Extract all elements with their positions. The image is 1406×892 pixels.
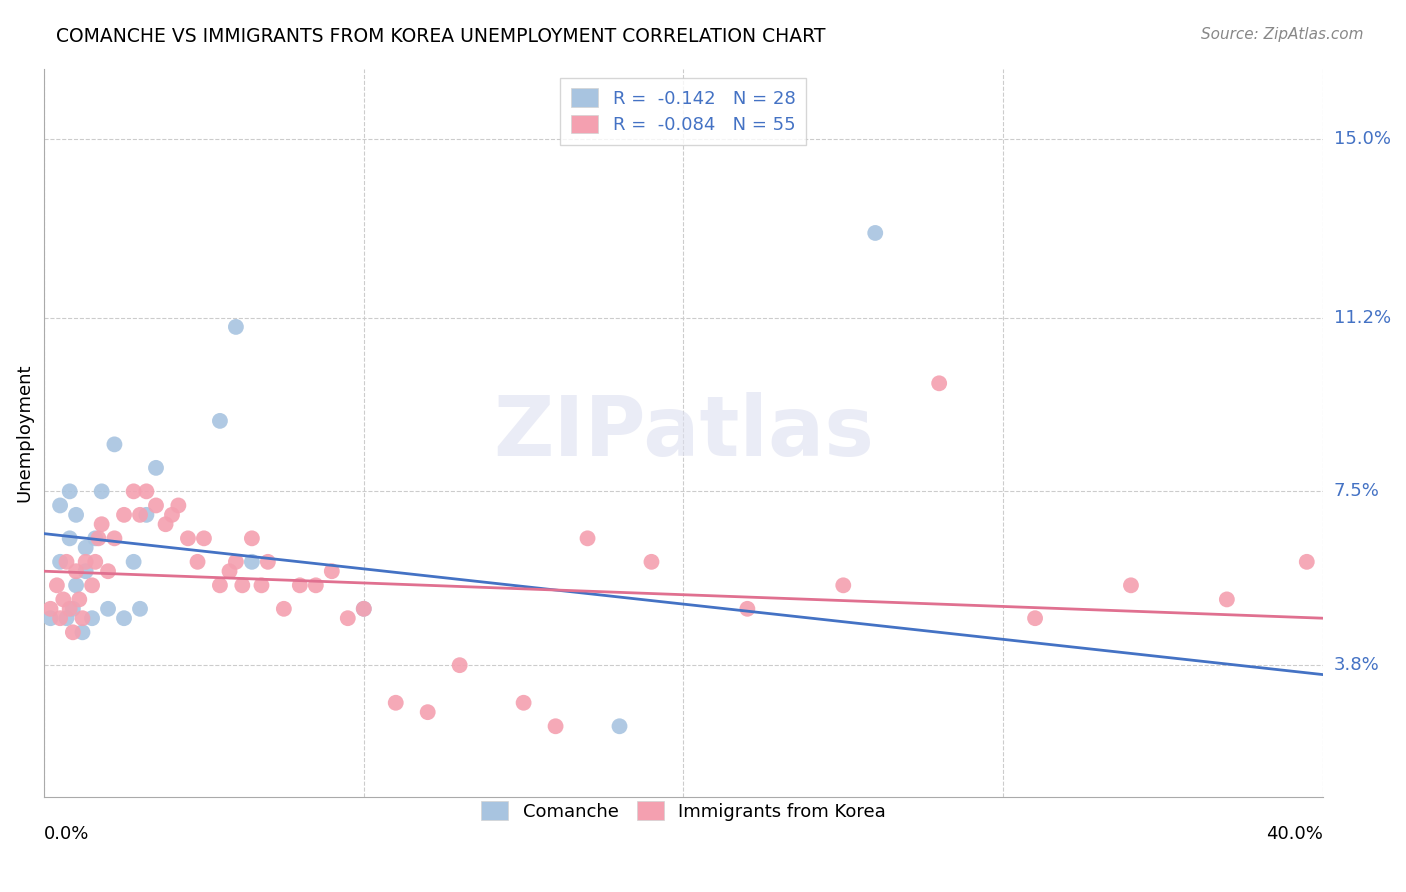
- Point: [62, 625, 84, 640]
- Point: [103, 437, 125, 451]
- Point: [177, 532, 200, 546]
- Point: [1216, 592, 1239, 607]
- Y-axis label: Unemployment: Unemployment: [15, 363, 32, 502]
- Point: [353, 602, 375, 616]
- Point: [416, 705, 439, 719]
- Point: [97, 602, 120, 616]
- Point: [1119, 578, 1142, 592]
- Point: [84, 555, 107, 569]
- Text: 40.0%: 40.0%: [1265, 825, 1323, 843]
- Point: [49, 611, 72, 625]
- Point: [49, 499, 72, 513]
- Point: [208, 578, 231, 592]
- Point: [135, 484, 157, 499]
- Point: [45, 578, 67, 592]
- Point: [257, 555, 280, 569]
- Point: [231, 578, 253, 592]
- Point: [97, 564, 120, 578]
- Point: [72, 611, 94, 625]
- Text: 0.0%: 0.0%: [44, 825, 90, 843]
- Point: [288, 578, 311, 592]
- Point: [112, 611, 135, 625]
- Point: [129, 602, 152, 616]
- Point: [62, 602, 84, 616]
- Point: [384, 696, 406, 710]
- Text: COMANCHE VS IMMIGRANTS FROM KOREA UNEMPLOYMENT CORRELATION CHART: COMANCHE VS IMMIGRANTS FROM KOREA UNEMPL…: [56, 27, 825, 45]
- Point: [39, 611, 62, 625]
- Point: [80, 578, 103, 592]
- Point: [65, 578, 87, 592]
- Point: [218, 564, 240, 578]
- Point: [52, 592, 75, 607]
- Point: [737, 602, 759, 616]
- Point: [1295, 555, 1317, 569]
- Point: [193, 532, 215, 546]
- Point: [609, 719, 631, 733]
- Text: Source: ZipAtlas.com: Source: ZipAtlas.com: [1201, 27, 1364, 42]
- Point: [59, 602, 82, 616]
- Point: [75, 564, 97, 578]
- Point: [155, 517, 177, 532]
- Point: [84, 532, 107, 546]
- Point: [576, 532, 599, 546]
- Point: [59, 532, 82, 546]
- Point: [72, 625, 94, 640]
- Point: [145, 461, 167, 475]
- Point: [65, 564, 87, 578]
- Point: [273, 602, 295, 616]
- Point: [65, 508, 87, 522]
- Point: [512, 696, 534, 710]
- Point: [145, 499, 167, 513]
- Text: 15.0%: 15.0%: [1334, 130, 1391, 148]
- Point: [167, 499, 190, 513]
- Text: 3.8%: 3.8%: [1334, 657, 1379, 674]
- Point: [353, 602, 375, 616]
- Point: [225, 320, 247, 334]
- Text: ZIPatlas: ZIPatlas: [494, 392, 875, 473]
- Point: [55, 555, 77, 569]
- Point: [87, 532, 110, 546]
- Point: [39, 602, 62, 616]
- Point: [208, 414, 231, 428]
- Point: [544, 719, 567, 733]
- Point: [135, 508, 157, 522]
- Point: [90, 517, 112, 532]
- Point: [80, 611, 103, 625]
- Point: [90, 484, 112, 499]
- Legend: Comanche, Immigrants from Korea: Comanche, Immigrants from Korea: [470, 790, 897, 831]
- Point: [187, 555, 209, 569]
- Point: [449, 658, 471, 673]
- Point: [129, 508, 152, 522]
- Point: [122, 555, 145, 569]
- Point: [865, 226, 887, 240]
- Point: [75, 541, 97, 555]
- Point: [250, 578, 273, 592]
- Point: [336, 611, 359, 625]
- Point: [59, 484, 82, 499]
- Point: [832, 578, 855, 592]
- Point: [67, 592, 90, 607]
- Point: [1024, 611, 1046, 625]
- Point: [640, 555, 662, 569]
- Point: [49, 555, 72, 569]
- Point: [240, 532, 263, 546]
- Point: [321, 564, 343, 578]
- Point: [240, 555, 263, 569]
- Text: 7.5%: 7.5%: [1334, 483, 1379, 500]
- Point: [55, 611, 77, 625]
- Point: [305, 578, 328, 592]
- Point: [160, 508, 183, 522]
- Point: [122, 484, 145, 499]
- Point: [225, 555, 247, 569]
- Point: [75, 555, 97, 569]
- Point: [103, 532, 125, 546]
- Point: [112, 508, 135, 522]
- Text: 11.2%: 11.2%: [1334, 309, 1391, 326]
- Point: [928, 376, 950, 391]
